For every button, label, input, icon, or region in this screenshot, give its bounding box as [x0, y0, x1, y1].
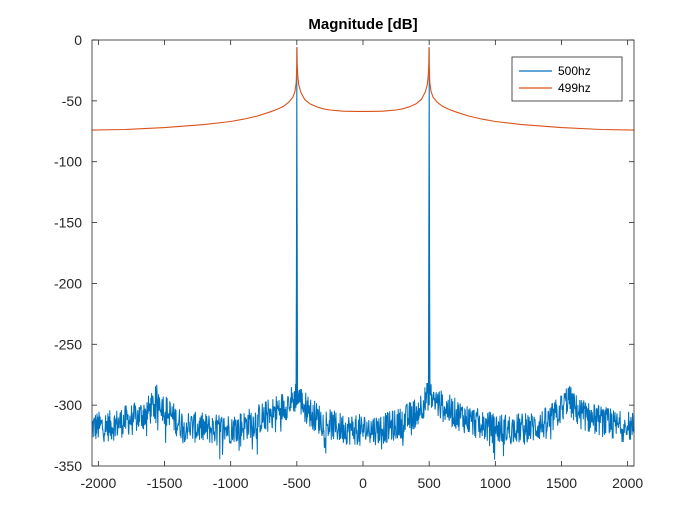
y-tick-label: -150	[54, 215, 82, 231]
x-tick-label: 500	[417, 475, 441, 491]
x-tick-label: 0	[359, 475, 367, 491]
series-line-499hz	[91, 47, 635, 131]
y-tick-label: -100	[54, 154, 82, 170]
axes-background	[92, 40, 634, 466]
legend: 500hz 499hz	[511, 56, 623, 102]
legend-label-499hz: 499hz	[558, 81, 591, 95]
y-tick-label: -200	[54, 275, 82, 291]
x-tick-label: -1500	[147, 475, 183, 491]
y-tick-label: 0	[74, 32, 82, 48]
y-tick-label: -300	[54, 397, 82, 413]
legend-label-500hz: 500hz	[558, 64, 591, 78]
chart-title: Magnitude [dB]	[308, 16, 417, 33]
x-tick-label: -500	[283, 475, 311, 491]
plot-area: -2000 -1500 -1000 -500 0 500 1000 1500 2000 0 -50 -…	[54, 32, 643, 491]
y-tick-label: -350	[54, 458, 82, 474]
x-tick-label: 2000	[612, 475, 643, 491]
legend-box	[511, 56, 623, 102]
y-tick-label: -50	[62, 93, 82, 109]
x-tick-label: 1500	[546, 475, 577, 491]
x-tick-label: -1000	[213, 475, 249, 491]
x-tick-label: 1000	[480, 475, 511, 491]
y-tick-label: -250	[54, 336, 82, 352]
x-tick-label: -2000	[80, 475, 116, 491]
